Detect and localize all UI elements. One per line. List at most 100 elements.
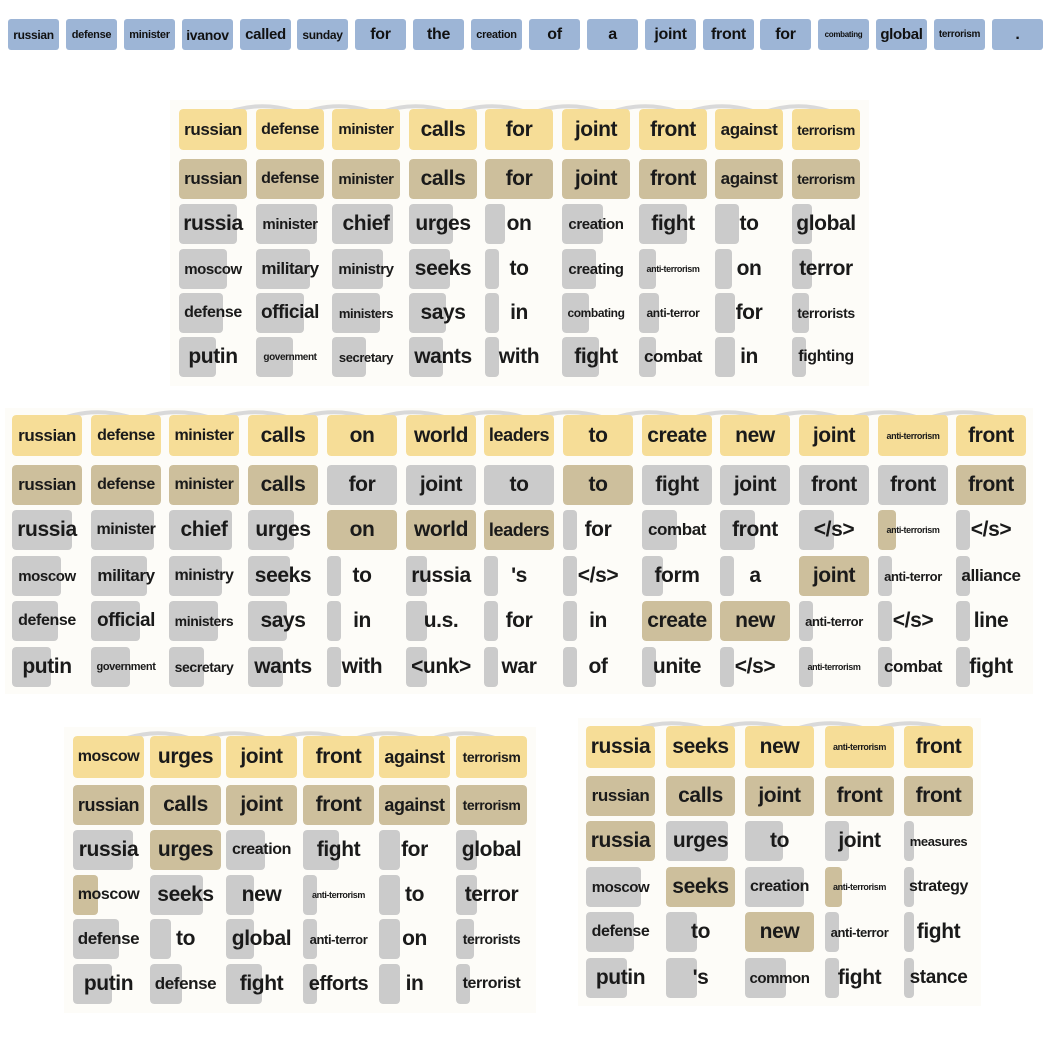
score-bar xyxy=(406,601,427,641)
beam-token-label: with xyxy=(341,655,383,678)
beam-candidate: calls xyxy=(150,785,221,825)
score-bar xyxy=(226,736,297,778)
score-bar xyxy=(956,647,970,687)
beam-candidate: in xyxy=(379,964,450,1004)
source-token: front xyxy=(703,19,754,50)
beam-candidate: joint xyxy=(745,776,814,816)
beam-candidate: form xyxy=(642,556,712,596)
beam-candidate: anti-terror xyxy=(878,556,948,596)
beam-candidate: creation xyxy=(745,867,814,907)
beam-top-hypothesis: leaders xyxy=(484,415,554,456)
score-bar xyxy=(179,109,247,150)
beam-token-label: of xyxy=(588,655,608,678)
beam-top-hypothesis: calls xyxy=(248,415,318,456)
score-bar xyxy=(799,465,869,505)
beam-top-hypothesis: russian xyxy=(12,415,82,456)
beam-token-label: form xyxy=(654,564,700,587)
score-bar xyxy=(745,958,787,998)
beam-candidate: creating xyxy=(562,249,630,289)
score-bar xyxy=(409,337,443,377)
beam-token-label: world xyxy=(414,518,468,541)
beam-token-label: war xyxy=(501,655,537,678)
beam-token-label: terrorism xyxy=(797,171,855,187)
beam-token-label: front xyxy=(968,423,1014,447)
score-bar xyxy=(409,204,454,244)
score-bar xyxy=(248,647,283,687)
beam-token-label: fight xyxy=(837,966,882,989)
score-bar xyxy=(878,510,896,550)
beam-token-label: terror xyxy=(799,257,853,280)
beam-candidate: defense xyxy=(91,465,161,505)
beam-candidate: defense xyxy=(73,919,144,959)
beam-candidate: urges xyxy=(666,821,735,861)
beam-candidate: wants xyxy=(409,337,477,377)
beam-candidate: to xyxy=(379,875,450,915)
beam-token-label: joint xyxy=(812,423,856,447)
score-bar xyxy=(12,415,82,456)
beam-token-label: official xyxy=(96,610,156,631)
beam-token-label: moscow xyxy=(77,886,140,903)
beam-token-label: military xyxy=(97,566,155,585)
beam-candidate: new xyxy=(745,912,814,952)
score-bar xyxy=(956,556,970,596)
beam-candidate: front xyxy=(878,465,948,505)
beam-candidate: line xyxy=(956,601,1026,641)
beam-candidate: leaders xyxy=(484,510,554,550)
beam-candidate: defense xyxy=(256,159,324,199)
beam-candidate: russia xyxy=(179,204,247,244)
beam-token-label: anti-terrorism xyxy=(833,742,886,752)
beam-candidate: fighting xyxy=(792,337,860,377)
beam-candidate: front xyxy=(799,465,869,505)
beam-token-label: on xyxy=(349,423,375,447)
score-bar xyxy=(956,601,970,641)
source-token-label: joint xyxy=(654,25,687,43)
beam-token-label: anti-terrorism xyxy=(312,890,365,900)
beam-candidate: putin xyxy=(12,647,82,687)
score-bar xyxy=(332,293,380,333)
beam-token-label: joint xyxy=(419,473,463,496)
score-bar xyxy=(666,867,735,907)
beam-candidate: create xyxy=(642,601,712,641)
beam-candidate: with xyxy=(485,337,553,377)
beam-token-label: russian xyxy=(591,786,650,805)
beam-token-label: defense xyxy=(184,304,242,321)
score-bar xyxy=(799,601,813,641)
score-bar xyxy=(150,830,221,870)
beam-top-hypothesis: front xyxy=(639,109,707,150)
beam-candidate: of xyxy=(563,647,633,687)
source-token-label: called xyxy=(245,26,286,43)
beam-token-label: chief xyxy=(180,518,228,541)
beam-candidate: for xyxy=(485,159,553,199)
beam-token-label: ministers xyxy=(338,305,394,321)
beam-candidate: front xyxy=(956,465,1026,505)
beam-candidate: ministry xyxy=(332,249,400,289)
score-bar xyxy=(720,465,790,505)
beam-candidate: fight xyxy=(639,204,707,244)
score-bar xyxy=(562,159,630,199)
score-bar xyxy=(12,647,51,687)
beam-token-label: global xyxy=(461,838,522,861)
beam-top-hypothesis: minister xyxy=(332,109,400,150)
score-bar xyxy=(878,556,892,596)
score-bar xyxy=(327,647,341,687)
beam-token-label: putin xyxy=(595,966,646,989)
score-bar xyxy=(73,736,144,778)
beam-token-label: to xyxy=(404,883,425,906)
beam-token-label: line xyxy=(973,609,1009,632)
score-bar xyxy=(332,109,400,150)
score-bar xyxy=(379,736,450,778)
beam-token-label: creating xyxy=(568,260,624,278)
beam-candidate: fight xyxy=(956,647,1026,687)
beam-token-label: terrorism xyxy=(797,121,855,138)
beam-token-label: defense xyxy=(97,476,155,493)
beam-candidate: on xyxy=(485,204,553,244)
score-bar xyxy=(456,785,527,825)
beam-token-label: putin xyxy=(22,655,72,678)
beam-candidate: minister xyxy=(256,204,324,244)
score-bar xyxy=(586,912,635,952)
beam-token-label: joint xyxy=(574,167,618,190)
score-bar xyxy=(720,647,734,687)
beam-candidate: seeks xyxy=(666,867,735,907)
source-token-label: for xyxy=(775,25,796,43)
beam-token-label: joint xyxy=(733,473,777,496)
